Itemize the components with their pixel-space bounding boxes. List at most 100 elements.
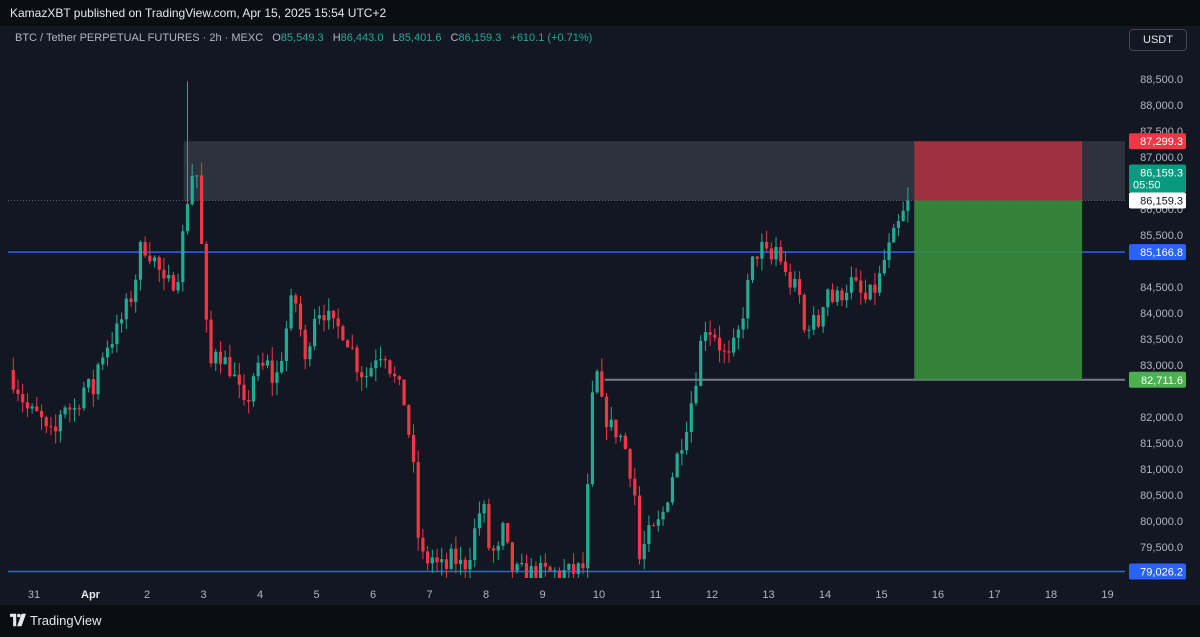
candle-body xyxy=(275,372,279,383)
candle-body xyxy=(383,359,387,361)
candle-body xyxy=(124,298,128,320)
candle-body xyxy=(821,307,825,327)
candle-body xyxy=(280,360,284,373)
candle-body xyxy=(54,426,58,432)
change-value: +610.1 (+0.71%) xyxy=(510,32,593,44)
candle-body xyxy=(562,569,566,578)
price-tick-label: 80,000.0 xyxy=(1140,516,1183,528)
candle-body xyxy=(506,522,510,543)
take-profit-box xyxy=(914,200,1083,380)
candle-body xyxy=(58,414,62,432)
candle-body xyxy=(369,368,373,377)
candle-body xyxy=(251,376,256,402)
candle-body xyxy=(788,271,792,288)
candle-body xyxy=(393,373,397,377)
candle-body xyxy=(411,434,416,463)
price-tick-label: 79,500.0 xyxy=(1140,542,1183,554)
candle-body xyxy=(859,280,863,293)
candle-body xyxy=(741,318,745,330)
price-tick-label: 88,500.0 xyxy=(1140,74,1183,86)
candle-body xyxy=(30,406,34,409)
target-price-tag-bg xyxy=(1129,371,1186,388)
level-price-tag-bg xyxy=(1129,563,1186,580)
price-axis-bg xyxy=(1126,26,1200,605)
candle-body xyxy=(750,256,755,280)
candle-body xyxy=(713,334,717,338)
candle-body xyxy=(534,565,538,578)
candle-body xyxy=(87,378,91,388)
candle-body xyxy=(218,351,223,365)
candle-body xyxy=(670,477,675,503)
date-tick-label: 12 xyxy=(706,589,718,601)
candle-body xyxy=(39,410,44,418)
date-tick-label: 9 xyxy=(539,589,545,601)
candle-body xyxy=(901,210,905,222)
candle-body xyxy=(609,419,613,428)
candle-body xyxy=(167,275,171,279)
candle-body xyxy=(101,357,105,365)
candle-body xyxy=(628,448,632,479)
candle-body xyxy=(289,295,293,329)
candle-body xyxy=(835,290,839,302)
stop-loss-box xyxy=(914,141,1083,201)
candle-body xyxy=(190,175,194,205)
candle-body xyxy=(906,200,910,211)
candle-body xyxy=(684,431,689,451)
candle-body xyxy=(491,548,496,551)
candle-body xyxy=(501,522,505,546)
candle-body xyxy=(242,384,246,400)
date-tick-label: 3 xyxy=(200,589,206,601)
candle-body xyxy=(303,329,307,360)
candle-body xyxy=(284,328,288,361)
candle-body xyxy=(581,563,585,569)
candle-body xyxy=(195,175,199,177)
candle-body xyxy=(736,329,740,338)
candle-body xyxy=(397,376,401,380)
candle-body xyxy=(35,406,39,411)
published-text: KamazXBT published on TradingView.com, A… xyxy=(10,6,387,20)
candle-body xyxy=(463,559,467,570)
candle-body xyxy=(350,347,354,349)
candle-body xyxy=(402,379,406,406)
currency-button[interactable]: USDT xyxy=(1129,29,1187,51)
close-label: C xyxy=(450,32,459,44)
stop-price-tag-bg xyxy=(1129,133,1186,150)
candle-body xyxy=(477,513,482,529)
candle-body xyxy=(322,315,326,321)
candle-body xyxy=(793,278,797,288)
candle-body xyxy=(845,292,849,301)
candle-body xyxy=(571,563,576,574)
candle-body xyxy=(496,545,500,551)
candle-body xyxy=(779,246,783,262)
level-price-tag: 79,026.2 xyxy=(1140,566,1183,578)
price-tick-label: 81,000.0 xyxy=(1140,464,1183,476)
candle-body xyxy=(539,562,543,578)
time-axis: 31 Apr 2 3 4 5 6 7 8 9 10 11 12 13 14 15 16 17 18 19 xyxy=(28,589,1114,601)
candle-body xyxy=(769,248,773,260)
candle-body xyxy=(873,284,877,293)
candle-body xyxy=(129,298,133,303)
candle-body xyxy=(317,315,321,319)
candle-body xyxy=(689,403,693,432)
price-tick-label: 84,500.0 xyxy=(1140,282,1183,294)
date-tick-label: 10 xyxy=(593,589,605,601)
date-tick-label: 14 xyxy=(819,589,831,601)
candle-body xyxy=(200,175,204,244)
candle-body xyxy=(619,435,623,438)
candle-body xyxy=(590,392,595,485)
candle-body xyxy=(468,560,472,570)
candle-body xyxy=(327,310,331,321)
candle-body xyxy=(355,347,359,373)
candle-body xyxy=(656,519,660,526)
candle-body xyxy=(185,204,190,232)
candle-body xyxy=(247,399,251,402)
candle-body xyxy=(171,275,175,291)
stop-price-tag: 87,299.3 xyxy=(1140,136,1183,148)
candle-body xyxy=(181,231,185,283)
candle-body xyxy=(812,315,816,330)
candle-body xyxy=(77,408,81,410)
candle-body xyxy=(256,362,260,377)
candle-body xyxy=(407,405,411,435)
open-label: O xyxy=(272,32,281,44)
